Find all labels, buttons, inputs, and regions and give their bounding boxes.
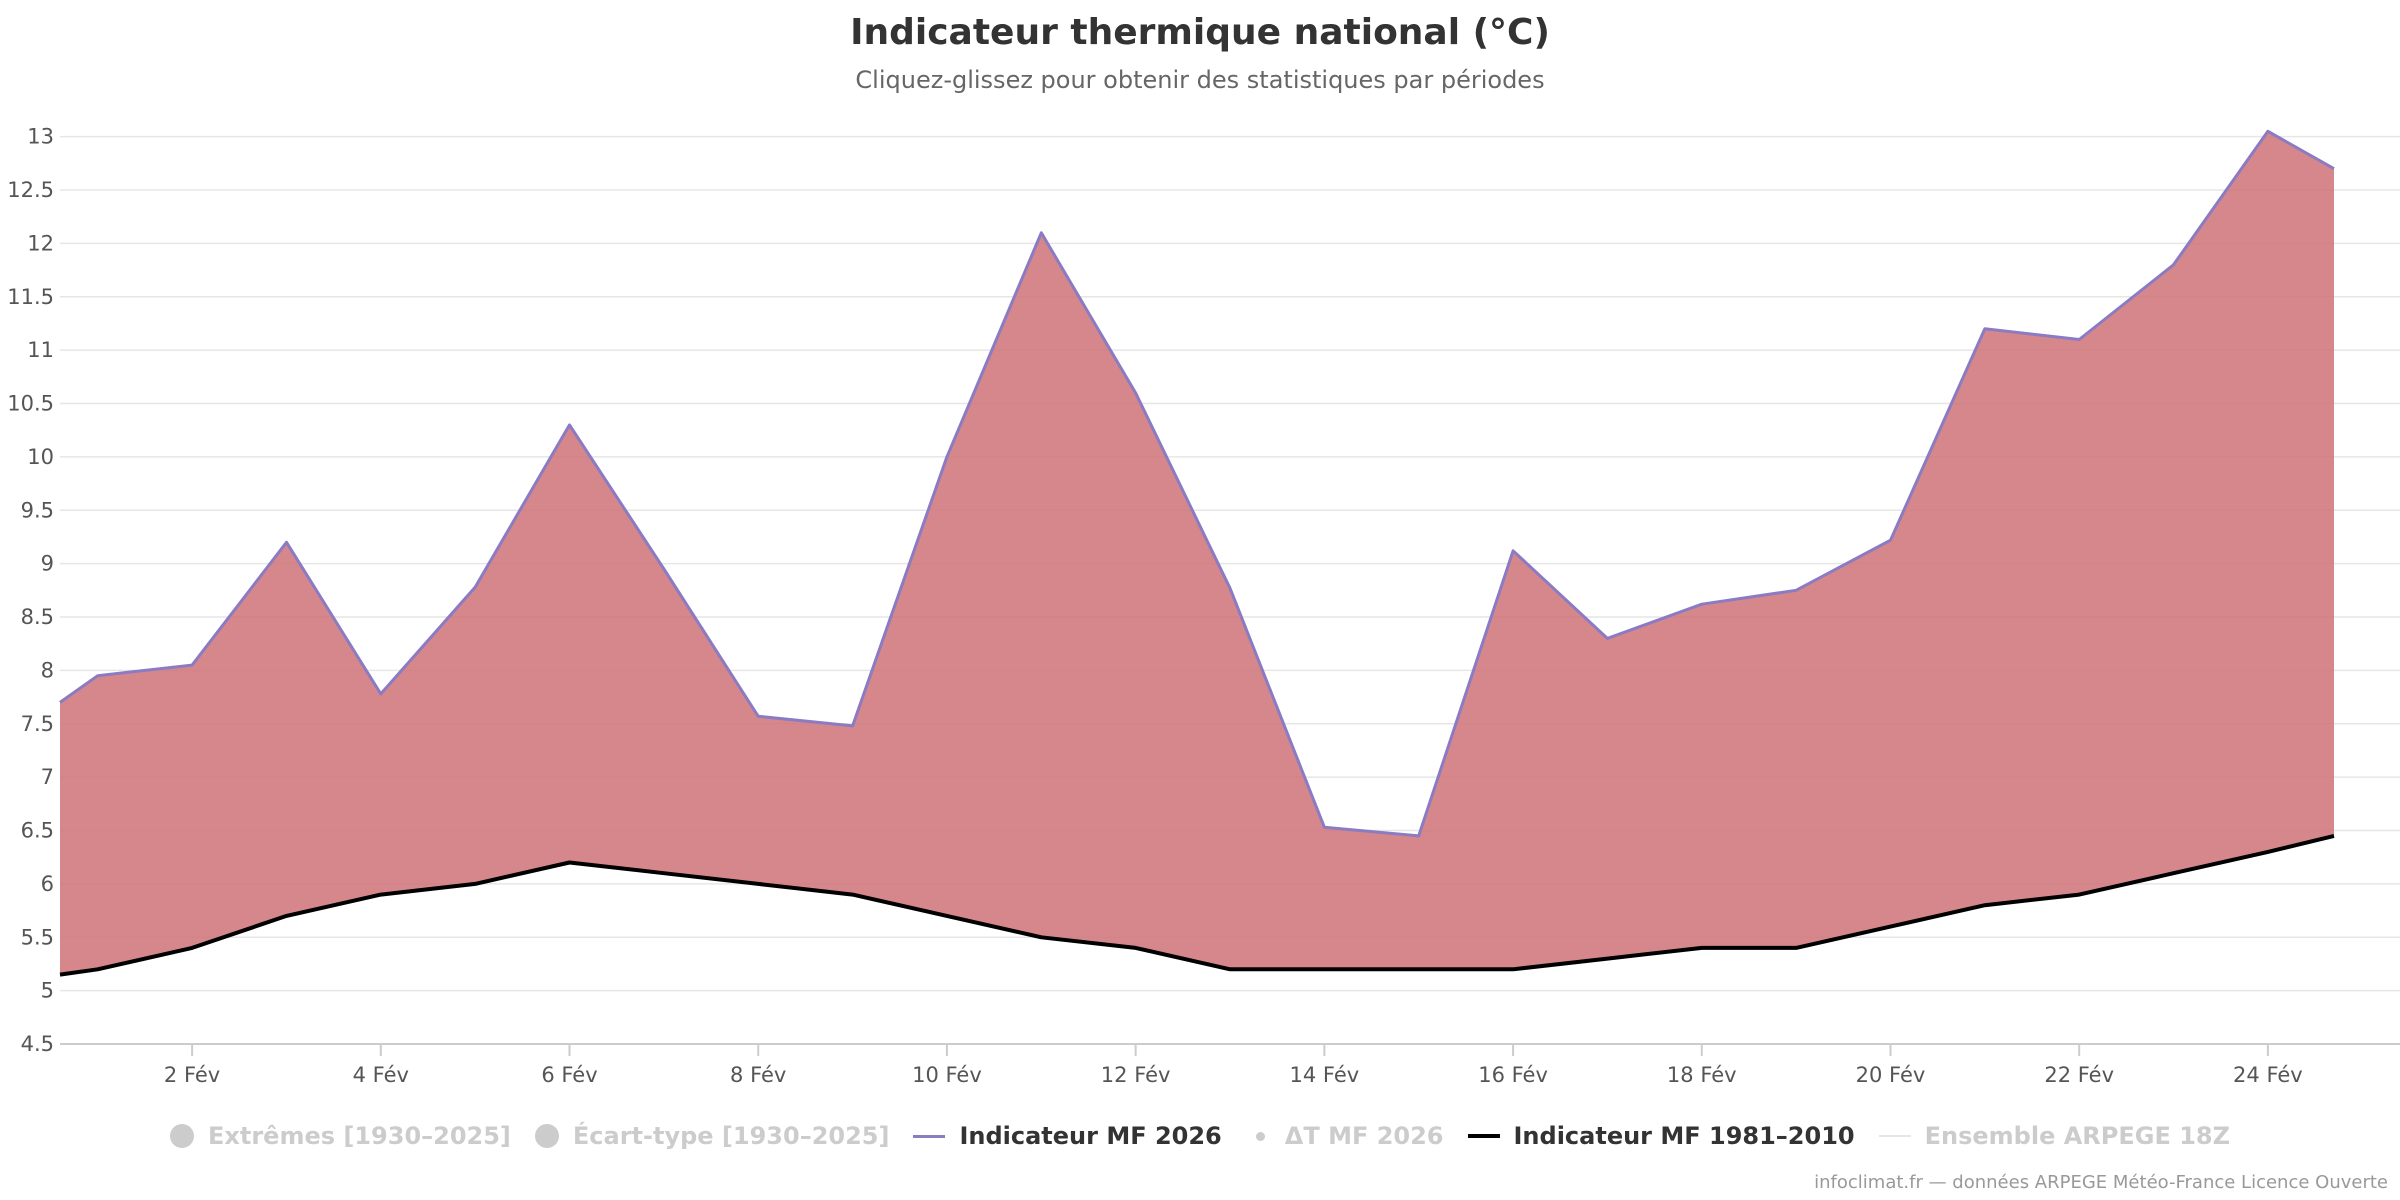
legend-label: ΔT MF 2026 — [1284, 1122, 1444, 1150]
x-tick-label: 22 Fév — [2044, 1063, 2114, 1087]
legend-item[interactable]: Indicateur MF 2026 — [913, 1122, 1222, 1150]
x-tick-label: 18 Fév — [1667, 1063, 1737, 1087]
series-line-mf-1981-2010[interactable] — [59, 833, 2335, 977]
x-tick-label: 10 Fév — [912, 1063, 982, 1087]
legend-label: Ensemble ARPEGE 18Z — [1924, 1122, 2230, 1150]
legend-circle-icon — [169, 1124, 194, 1148]
y-tick-label: 4.5 — [21, 1032, 54, 1056]
legend-item[interactable]: Extrêmes [1930–2025] — [169, 1122, 511, 1150]
legend-item[interactable]: ΔT MF 2026 — [1246, 1122, 1444, 1150]
y-axis: 4.5 5 5.5 6 6.5 7 7.5 8 8.5 9 9.5 10 10.5 11 11.5 12 12.… — [7, 125, 54, 1056]
legend-line-icon — [913, 1134, 946, 1138]
y-tick-label: 10.5 — [7, 392, 54, 416]
x-axis: 2 Fév 4 Fév 6 Fév 8 Fév 10 Fév 12 Fév 14 Fév 16… — [164, 1044, 2303, 1087]
y-tick-label: 8 — [41, 658, 54, 682]
chart-title: Indicateur thermique national (°C) — [850, 12, 1550, 53]
legend-line-icon — [1467, 1134, 1500, 1138]
x-tick-label: 6 Fév — [541, 1063, 597, 1087]
legend: Extrêmes [1930–2025] Écart-type [1930–202… — [0, 1122, 2400, 1150]
y-tick-label: 9 — [41, 552, 54, 576]
x-tick-label: 2 Fév — [164, 1063, 220, 1087]
credits-text[interactable]: infoclimat.fr — données ARPEGE Météo-Fra… — [1814, 1172, 2388, 1193]
legend-item[interactable]: Écart-type [1930–2025] — [534, 1122, 890, 1150]
y-tick-label: 12 — [27, 231, 54, 255]
chart-subtitle: Cliquez-glissez pour obtenir des statist… — [855, 66, 1545, 94]
y-tick-label: 10 — [27, 445, 54, 469]
y-tick-label: 12.5 — [7, 178, 54, 202]
range-area-fill[interactable] — [60, 131, 2334, 975]
y-tick-label: 11 — [27, 338, 54, 362]
series-line-mf-2026[interactable] — [59, 129, 2335, 838]
x-tick-label: 24 Fév — [2233, 1063, 2303, 1087]
legend-label: Indicateur MF 2026 — [959, 1122, 1222, 1150]
y-tick-label: 5 — [41, 979, 54, 1003]
legend-label: Écart-type [1930–2025] — [572, 1122, 890, 1150]
y-tick-label: 7 — [41, 765, 54, 789]
y-tick-label: 6 — [41, 872, 54, 896]
line-layer — [59, 129, 2335, 977]
area-layer — [60, 131, 2334, 975]
y-tick-label: 5.5 — [21, 925, 54, 949]
y-tick-label: 8.5 — [21, 605, 54, 629]
x-tick-label: 8 Fév — [730, 1063, 786, 1087]
x-tick-label: 20 Fév — [1856, 1063, 1926, 1087]
x-tick-label: 14 Fév — [1290, 1063, 1360, 1087]
legend-item[interactable]: Ensemble ARPEGE 18Z — [1878, 1122, 2230, 1150]
legend-label: Extrêmes [1930–2025] — [207, 1122, 511, 1150]
y-tick-label: 11.5 — [7, 285, 54, 309]
x-tick-label: 12 Fév — [1101, 1063, 1171, 1087]
y-tick-label: 9.5 — [21, 498, 54, 522]
legend-item[interactable]: Indicateur MF 1981–2010 — [1467, 1122, 1855, 1150]
x-tick-label: 16 Fév — [1478, 1063, 1548, 1087]
y-tick-label: 13 — [27, 125, 54, 149]
y-tick-label: 7.5 — [21, 712, 54, 736]
legend-circle-icon — [534, 1124, 559, 1148]
x-tick-label: 4 Fév — [353, 1063, 409, 1087]
legend-dot-icon — [1255, 1131, 1265, 1141]
y-tick-label: 6.5 — [21, 819, 54, 843]
legend-line-icon — [1878, 1135, 1911, 1137]
legend-label: Indicateur MF 1981–2010 — [1513, 1122, 1855, 1150]
